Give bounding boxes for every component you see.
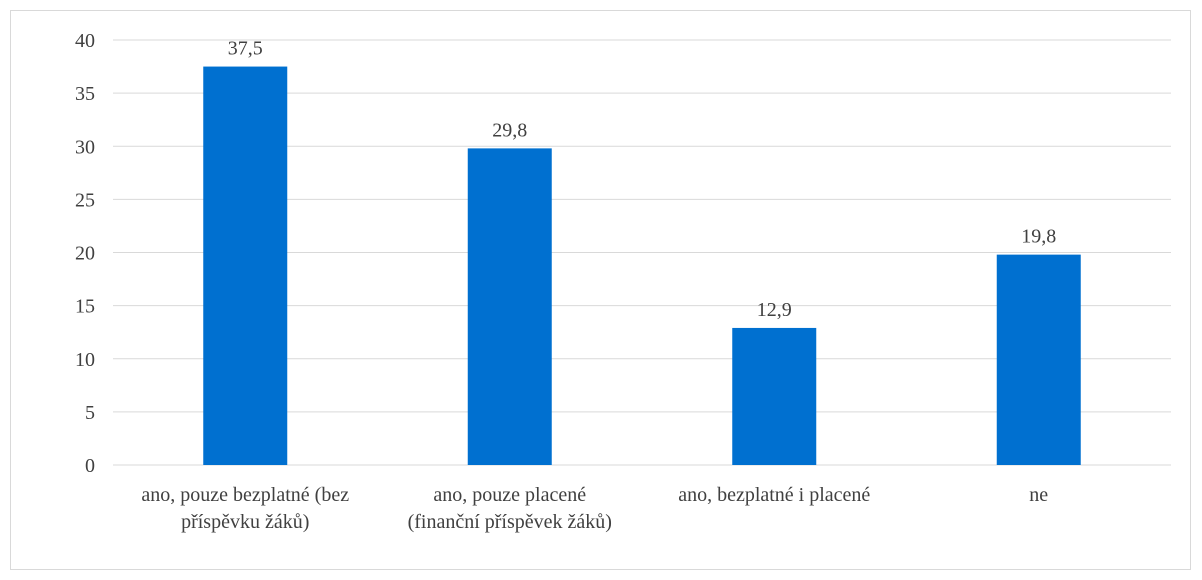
x-axis-categories: ano, pouze bezplatné (bez příspěvku žáků)… bbox=[141, 484, 1048, 533]
x-category-label: ano, pouze bezplatné (bez bbox=[141, 484, 349, 506]
x-category-label: ano, pouze placené bbox=[433, 484, 586, 506]
bar bbox=[732, 327, 817, 465]
y-tick-label: 30 bbox=[75, 136, 95, 158]
y-tick-label: 35 bbox=[75, 83, 95, 105]
gridlines bbox=[113, 39, 1171, 466]
bar-value-label: 37,5 bbox=[228, 38, 263, 60]
x-category-label: (finanční příspěvek žáků) bbox=[408, 511, 612, 533]
bar bbox=[467, 148, 552, 465]
x-category-label: příspěvku žáků) bbox=[181, 511, 309, 533]
bar bbox=[996, 254, 1081, 465]
bar-value-label: 12,9 bbox=[757, 299, 792, 321]
bar bbox=[203, 66, 288, 465]
data-labels: 37,5 29,8 12,9 19,8 bbox=[228, 38, 1057, 321]
y-tick-label: 15 bbox=[75, 296, 95, 318]
bar-value-label: 19,8 bbox=[1021, 226, 1056, 248]
y-axis-ticks: 0 5 10 15 20 25 30 35 40 bbox=[75, 30, 95, 477]
y-tick-label: 20 bbox=[75, 243, 95, 265]
y-tick-label: 10 bbox=[75, 349, 95, 371]
x-category-label: ne bbox=[1029, 484, 1048, 506]
y-tick-label: 0 bbox=[85, 455, 95, 477]
bar-value-label: 29,8 bbox=[492, 119, 527, 141]
x-category-label: ano, bezplatné i placené bbox=[678, 484, 870, 506]
y-tick-label: 40 bbox=[75, 30, 95, 52]
y-tick-label: 5 bbox=[85, 402, 95, 424]
bars bbox=[203, 66, 1081, 465]
y-tick-label: 25 bbox=[75, 189, 95, 211]
